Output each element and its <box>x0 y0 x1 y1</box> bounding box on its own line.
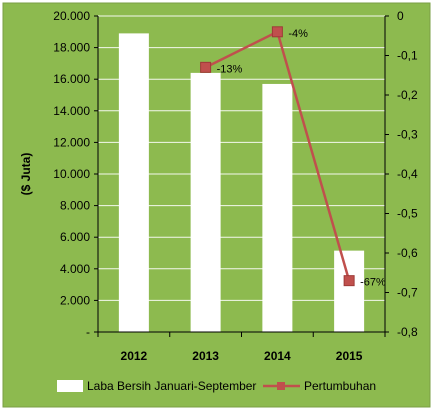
line-series: -13% -4% -67% <box>200 26 386 289</box>
y-tick-label-left: 20.000 <box>53 9 90 23</box>
legend-bar-label: Laba Bersih Januari-September <box>87 379 256 393</box>
y-tick-label-left: 6.000 <box>60 230 90 244</box>
legend-line-label: Pertumbuhan <box>304 379 376 393</box>
y-tick-label-right: -0,7 <box>397 286 418 300</box>
legend-bar-swatch <box>57 380 83 392</box>
bar <box>118 33 149 332</box>
y-axis-title: ($ Juta) <box>19 153 33 196</box>
line-marker <box>200 61 212 73</box>
y-tick-label-left: - <box>86 325 90 339</box>
y-tick-label-left: 2.000 <box>60 293 90 307</box>
y-tick-label-left: 18.000 <box>53 41 90 55</box>
y-tick-label-left: 14.000 <box>53 104 90 118</box>
x-tick-label: 2014 <box>264 349 291 363</box>
y-tick-label-right: -0,4 <box>397 167 418 181</box>
x-tick-label: 2015 <box>336 349 363 363</box>
bar-series <box>118 33 365 332</box>
line-marker <box>343 275 355 287</box>
y-tick-label-right: -0,3 <box>397 128 418 142</box>
x-tick-label: 2013 <box>192 349 219 363</box>
data-label: -67% <box>360 277 386 289</box>
y-tick-label-right: 0 <box>397 9 404 23</box>
y-tick-label-left: 10.000 <box>53 167 90 181</box>
y-tick-label-right: -0,1 <box>397 49 418 63</box>
y-tick-label-left: 8.000 <box>60 199 90 213</box>
y-tick-label-left: 12.000 <box>53 135 90 149</box>
data-label: -13% <box>217 63 243 75</box>
bar <box>262 83 293 332</box>
bar <box>190 72 221 332</box>
line-marker <box>271 26 283 38</box>
legend: Laba Bersih Januari-September Pertumbuha… <box>57 379 376 393</box>
axes: - 2.000 4.000 6.000 8.000 10.000 12.000 14.000 1… <box>53 9 418 363</box>
bar <box>334 250 365 332</box>
y-tick-label-right: -0,2 <box>397 88 418 102</box>
y-tick-label-left: 16.000 <box>53 72 90 86</box>
legend-line-marker <box>277 382 285 390</box>
y-tick-label-right: -0,5 <box>397 207 418 221</box>
y-tick-label-left: 4.000 <box>60 262 90 276</box>
y-tick-label-right: -0,8 <box>397 325 418 339</box>
y-tick-label-right: -0,6 <box>397 246 418 260</box>
x-tick-label: 2012 <box>121 349 148 363</box>
data-label: -4% <box>288 28 308 40</box>
